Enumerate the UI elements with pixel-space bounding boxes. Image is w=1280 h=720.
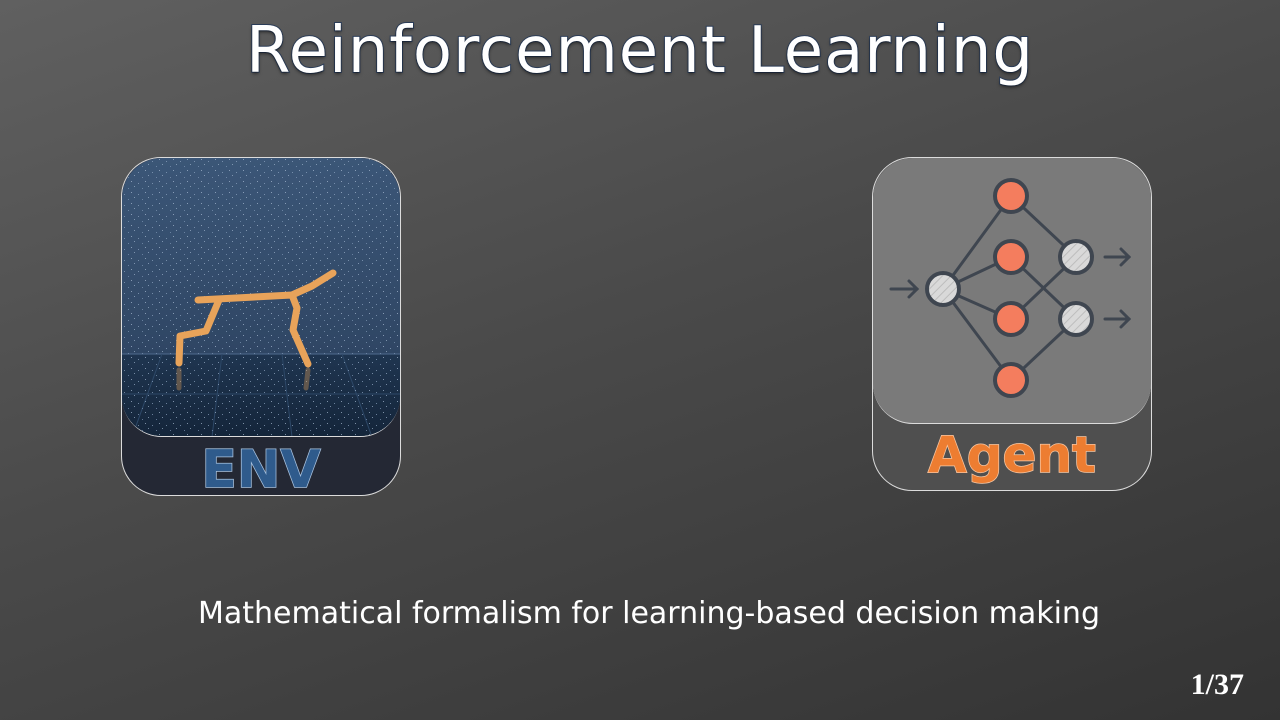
hidden-node	[993, 239, 1029, 275]
output-node	[1058, 239, 1094, 275]
input-arrow-icon	[889, 279, 920, 299]
env-scene	[122, 158, 400, 437]
agent-scene	[873, 158, 1151, 424]
hidden-node	[993, 178, 1029, 214]
page-number: 1/37	[1190, 668, 1244, 701]
hidden-node	[993, 301, 1029, 337]
input-node	[925, 271, 961, 307]
slide-subtitle: Mathematical formalism for learning-base…	[197, 596, 1100, 631]
neural-network-icon	[889, 178, 1132, 398]
agent-label: Agent	[927, 425, 1096, 485]
env-card: ENV	[121, 157, 401, 496]
output-node	[1058, 301, 1094, 337]
slide-title: Reinforcement Learning	[245, 13, 1035, 89]
half-cheetah-robot-icon	[175, 269, 337, 368]
hidden-node	[993, 362, 1029, 398]
agent-card: Agent	[872, 157, 1152, 491]
env-label: ENV	[201, 439, 322, 496]
output-arrow-icon	[1103, 247, 1132, 329]
